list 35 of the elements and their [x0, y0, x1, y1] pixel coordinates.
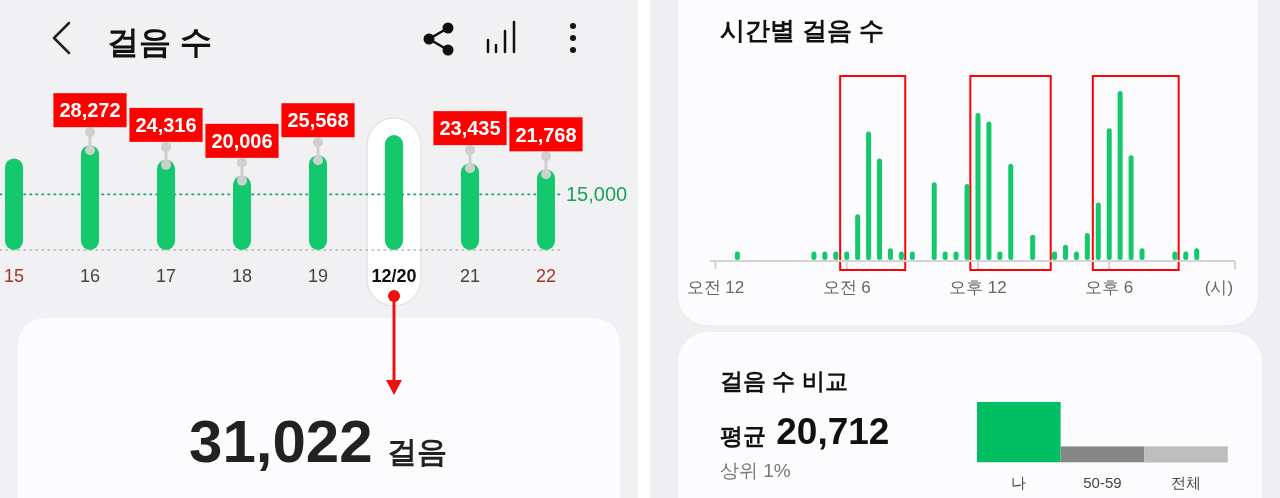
- text: 31,022 걸음: [189, 408, 447, 475]
- x-tick-label: 21: [459, 266, 481, 286]
- x-tick-label: 전체: [1171, 474, 1201, 491]
- x-tick-label: 오후 6: [1085, 278, 1134, 297]
- x-tick-label: 17: [155, 266, 177, 286]
- data-label: 23,435: [439, 117, 501, 140]
- data-label: 25,568: [287, 109, 349, 132]
- data-label: 20,006: [211, 130, 273, 153]
- text: 평균 20,712: [720, 411, 890, 452]
- x-tick-label: 나: [1011, 474, 1027, 491]
- x-tick-label: 22: [535, 266, 557, 286]
- text: 상위 1%: [720, 460, 791, 481]
- x-tick-label: 12/20: [371, 266, 417, 286]
- value-label: 23,435: [433, 111, 507, 146]
- x-tick-label: 50-59: [1083, 474, 1122, 491]
- text: 걸음 수 비교: [720, 368, 848, 394]
- chart-title: 걸음 수: [107, 24, 212, 60]
- x-tick-label: 오후 12: [949, 278, 1007, 297]
- data-label: 21,768: [515, 123, 577, 146]
- x-tick-label: 오전 6: [822, 278, 871, 297]
- x-tick-label: 19: [307, 266, 329, 286]
- x-tick-label: 15: [3, 266, 25, 286]
- value-label: 20,006: [205, 123, 279, 158]
- data-label: 24,316: [135, 114, 197, 137]
- x-axis-title: (시): [1204, 278, 1234, 297]
- chart-title: 시간별 걸음 수: [720, 16, 884, 44]
- x-tick-label: 오전 12: [686, 278, 745, 297]
- value-label: 21,768: [509, 117, 583, 152]
- x-tick-label: 18: [231, 266, 253, 286]
- value-label: 28,272: [53, 93, 127, 128]
- value-label: 25,568: [281, 103, 355, 138]
- ref-line-label: 15,000: [566, 183, 628, 206]
- data-label: 28,272: [59, 99, 121, 122]
- value-label: 24,316: [129, 107, 203, 142]
- x-tick-label: 16: [79, 266, 101, 286]
